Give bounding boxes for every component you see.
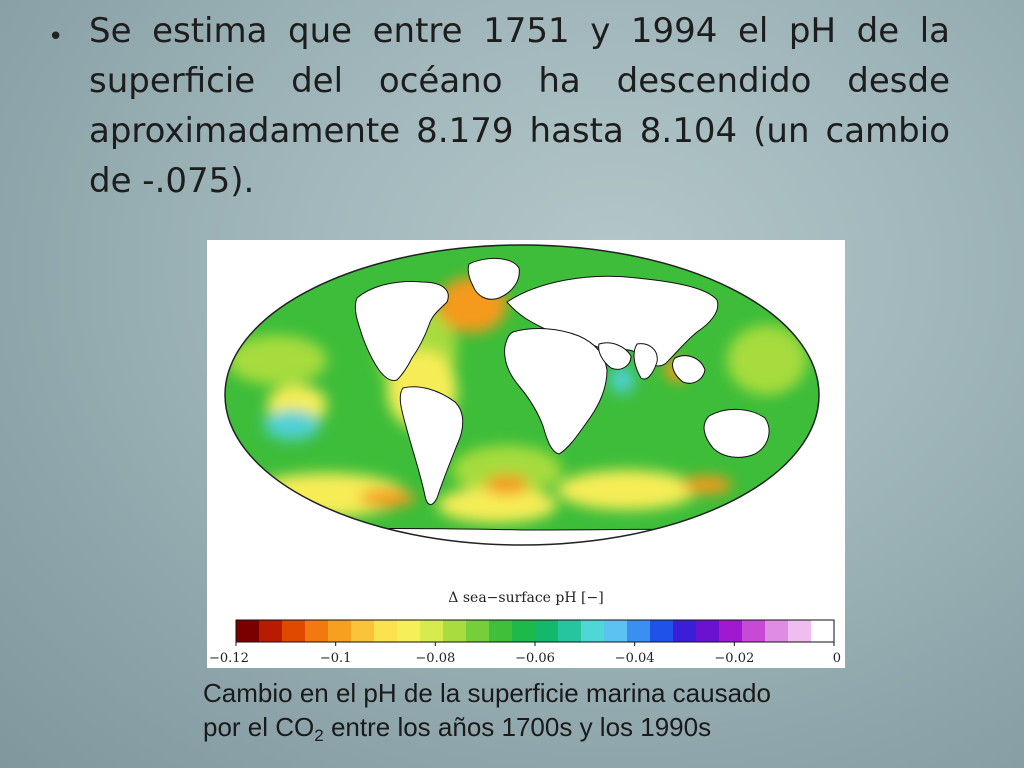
ph-change-figure: Δ sea−surface pH [−] −0.12 −0.1 −0.08 −0.06… (207, 240, 845, 668)
colorbar-swatch (673, 620, 697, 642)
caption-line-1: Cambio en el pH de la superficie marina … (203, 678, 771, 708)
colorbar-swatch (627, 620, 651, 642)
colorbar-swatch (742, 620, 766, 642)
colorbar-swatch (535, 620, 559, 642)
colorbar-swatch (397, 620, 421, 642)
colorbar-swatch (282, 620, 306, 642)
map-outline (224, 244, 820, 546)
arabia (598, 342, 632, 370)
world-map (225, 245, 819, 545)
colorbar-swatch (512, 620, 536, 642)
north-america (354, 281, 449, 381)
colorbar-swatch (236, 620, 260, 642)
figure-caption: Cambio en el pH de la superficie marina … (203, 676, 923, 753)
colorbar-tick-label: 0 (833, 651, 841, 666)
colorbar-swatch (719, 620, 743, 642)
south-america (399, 386, 464, 505)
colorbar-swatch (811, 620, 835, 642)
greenland (467, 258, 520, 300)
colorbar-tick-label: −0.04 (615, 651, 655, 666)
colorbar-swatch (788, 620, 812, 642)
colorbar-tick-label: −0.1 (320, 651, 352, 666)
colorbar-tick-label: −0.06 (515, 651, 555, 666)
ph-map-figure-svg: Δ sea−surface pH [−] −0.12 −0.1 −0.08 −0.06… (209, 244, 841, 666)
colorbar-swatch (374, 620, 398, 642)
colorbar-tick-label: −0.08 (415, 651, 455, 666)
caption-line-2-start: por el CO (203, 712, 315, 742)
bullet-text: Se estima que entre 1751 y 1994 el pH de… (89, 11, 950, 201)
colorbar-swatch (351, 620, 375, 642)
southeast-asia (672, 355, 706, 384)
colorbar-swatch (443, 620, 467, 642)
colorbar-tick-label: −0.02 (714, 651, 754, 666)
colorbar-swatch (650, 620, 674, 642)
colorbar-swatch (466, 620, 490, 642)
colorbar-swatch (305, 620, 329, 642)
colorbar-title: Δ sea−surface pH [−] (448, 590, 603, 606)
colorbar-swatch (604, 620, 628, 642)
colorbar-swatch (420, 620, 444, 642)
colorbar-ticks: −0.12 −0.1 −0.08 −0.06 −0.04 −0.02 0 (209, 642, 841, 666)
co2-subscript: 2 (314, 726, 324, 745)
caption-line-2: por el CO2 entre los años 1700s y los 19… (203, 710, 923, 753)
caption-line-2-end: entre los años 1700s y los 1990s (323, 712, 712, 742)
india (633, 343, 658, 380)
colorbar (236, 620, 835, 642)
africa (504, 328, 608, 455)
colorbar-swatch (259, 620, 283, 642)
colorbar-swatch (558, 620, 582, 642)
bullet-marker: • (48, 22, 64, 52)
colorbar-swatch (489, 620, 513, 642)
colorbar-swatch (696, 620, 720, 642)
colorbar-swatch (328, 620, 352, 642)
australia (703, 409, 770, 458)
colorbar-swatch (765, 620, 789, 642)
bullet-point: • Se estima que entre 1751 y 1994 el pH … (48, 6, 950, 206)
colorbar-tick-label: −0.12 (209, 651, 249, 666)
colorbar-swatch (581, 620, 605, 642)
